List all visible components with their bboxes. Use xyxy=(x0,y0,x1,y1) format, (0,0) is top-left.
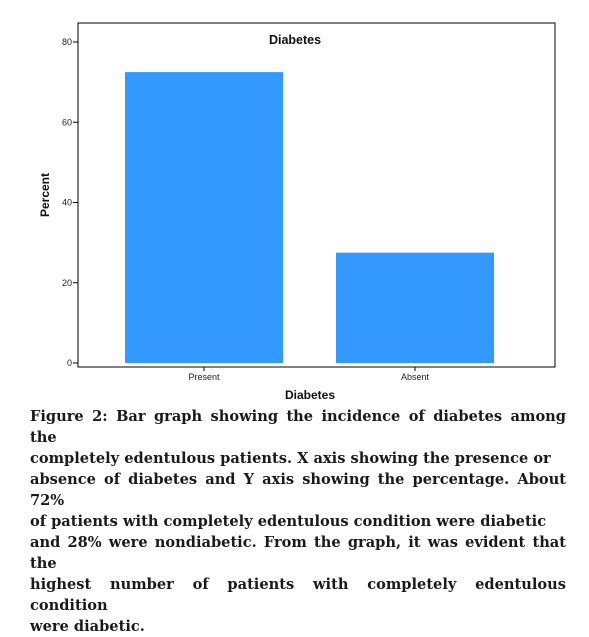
y-tick-label: 20 xyxy=(62,278,72,288)
plot-frame xyxy=(77,22,556,368)
y-tick-label: 0 xyxy=(67,358,72,368)
bar-present xyxy=(125,72,283,363)
x-tick-label-absent: Absent xyxy=(401,372,430,382)
y-tick-label: 80 xyxy=(62,37,72,47)
bars-group xyxy=(125,72,494,363)
bar-absent xyxy=(336,252,494,363)
chart-title: Diabetes xyxy=(269,33,321,47)
figure-caption: Figure 2: Bar graph showing the incidenc… xyxy=(30,408,566,635)
x-axis-label: Diabetes xyxy=(285,388,335,400)
x-ticks-group: Present Absent xyxy=(188,367,430,382)
bar-chart: Diabetes Diabetes Percent 0 20 40 60 80 Pres… xyxy=(38,22,556,400)
y-tick-label: 60 xyxy=(62,117,72,127)
x-tick-label-present: Present xyxy=(188,372,220,382)
y-tick-label: 40 xyxy=(62,198,72,208)
y-axis-label: Percent xyxy=(38,173,52,217)
y-ticks-group: 0 20 40 60 80 xyxy=(62,37,78,368)
